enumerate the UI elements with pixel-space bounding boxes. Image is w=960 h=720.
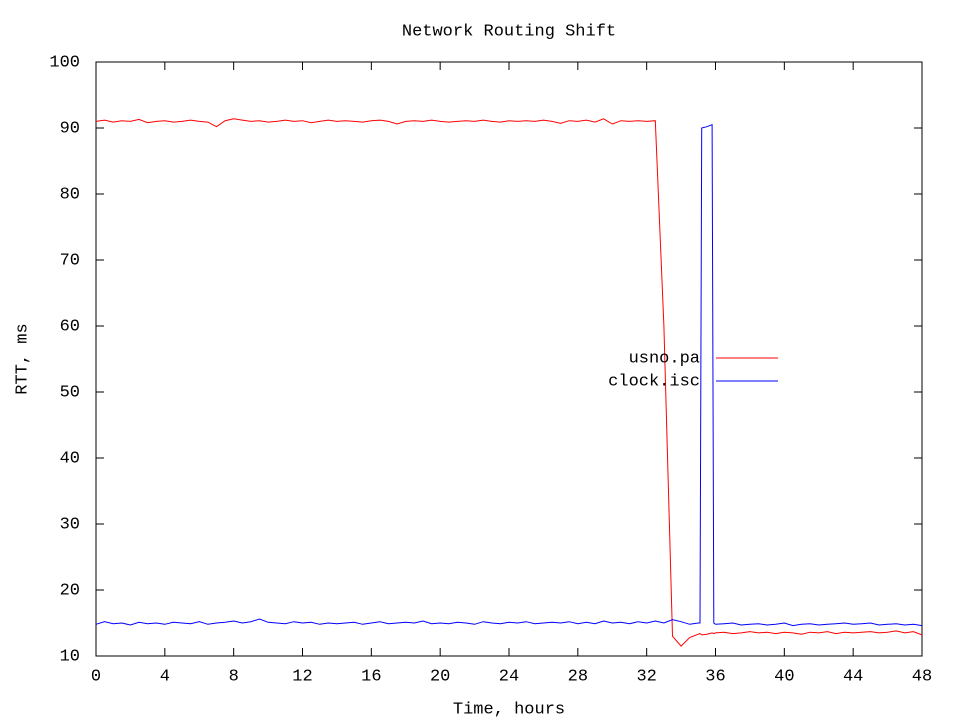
y-tick-label: 30 xyxy=(60,515,80,534)
x-axis-label: Time, hours xyxy=(453,700,565,719)
y-tick-label: 40 xyxy=(60,449,80,468)
x-tick-label: 44 xyxy=(843,667,863,686)
series-line xyxy=(95,123,923,627)
y-tick-label: 10 xyxy=(60,647,80,666)
legend-label: clock.isc xyxy=(608,372,700,391)
chart-title: Network Routing Shift xyxy=(402,22,616,41)
legend-label: usno.pa xyxy=(629,349,700,368)
x-tick-label: 8 xyxy=(229,667,239,686)
y-tick-label: 70 xyxy=(60,251,80,270)
x-tick-label: 16 xyxy=(361,667,381,686)
y-axis-label: RTT, ms xyxy=(13,323,32,394)
x-tick-label: 0 xyxy=(91,667,101,686)
y-tick-label: 90 xyxy=(60,119,80,138)
x-tick-label: 24 xyxy=(499,667,519,686)
y-tick-label: 60 xyxy=(60,317,80,336)
x-tick-label: 20 xyxy=(430,667,450,686)
x-tick-label: 12 xyxy=(292,667,312,686)
x-tick-label: 28 xyxy=(568,667,588,686)
y-tick-label: 80 xyxy=(60,185,80,204)
y-tick-label: 100 xyxy=(49,53,80,72)
x-tick-label: 36 xyxy=(705,667,725,686)
y-tick-label: 50 xyxy=(60,383,80,402)
x-tick-label: 48 xyxy=(912,667,932,686)
x-tick-label: 32 xyxy=(636,667,656,686)
x-tick-label: 40 xyxy=(774,667,794,686)
x-tick-label: 4 xyxy=(160,667,170,686)
plot-border xyxy=(95,61,923,657)
y-tick-label: 20 xyxy=(60,581,80,600)
series-line xyxy=(95,118,923,647)
